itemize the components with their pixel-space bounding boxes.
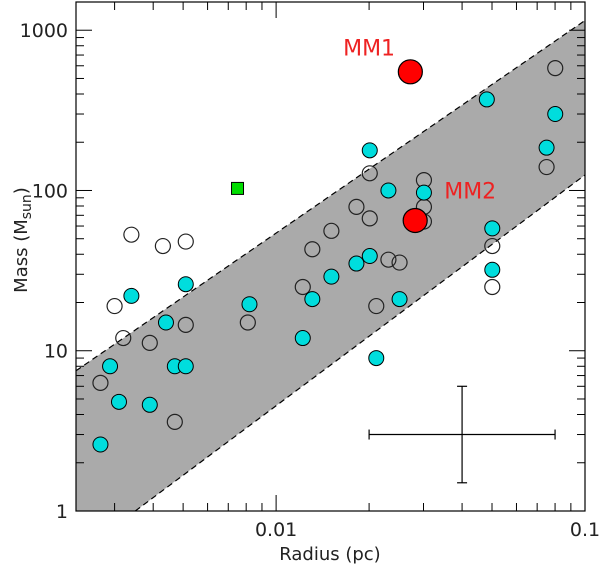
cyan-circle-point: [323, 268, 340, 285]
cyan-circle-point: [348, 255, 365, 272]
open-circle-point: [484, 278, 501, 296]
cyan-circle-point: [177, 276, 194, 293]
cyan-circle-point: [241, 296, 258, 313]
open-circle-point: [348, 198, 365, 215]
cyan-circle-point: [361, 248, 378, 265]
cyan-circle-point: [484, 220, 501, 237]
data-points: [92, 59, 564, 484]
cyan-circle-point: [478, 91, 495, 108]
cyan-circle-point: [391, 291, 408, 308]
open-circle-point: [154, 237, 171, 255]
x-tick-label: 0.01: [255, 519, 297, 541]
y-axis-title-main: Mass (M: [11, 219, 32, 293]
open-circle-point: [547, 60, 564, 77]
open-circle-point: [368, 297, 385, 315]
cyan-circle-point: [368, 350, 385, 367]
y-tick-label: 10: [44, 341, 68, 363]
x-axis-title: Radius (pc): [279, 544, 380, 565]
cyan-circle-point: [123, 287, 140, 304]
open-circle-point: [123, 226, 140, 243]
cyan-circle-point: [380, 182, 397, 199]
y-axis-title-close: ): [11, 187, 32, 194]
open-circle-point: [304, 241, 321, 258]
green-square-point: [231, 181, 245, 195]
band-lower-line: [134, 174, 585, 511]
red-circle-point: [402, 207, 428, 234]
cyan-circle-point: [304, 291, 321, 308]
red-circle-point: [397, 59, 423, 85]
mass-radius-band: [76, 19, 585, 511]
cyan-circle-point: [538, 139, 555, 156]
open-circle-point: [239, 314, 256, 331]
y-tick-label: 1000: [20, 20, 68, 42]
open-circle-point: [361, 210, 378, 227]
annotation-mm1: MM1: [343, 37, 395, 62]
y-tick-label: 100: [32, 180, 68, 202]
open-circle-point: [380, 251, 397, 268]
cyan-circle-point: [361, 142, 378, 159]
open-circle-point: [538, 158, 555, 176]
cyan-circle-point: [110, 393, 127, 410]
cyan-circle-point: [157, 314, 174, 331]
cyan-circle-point: [294, 330, 311, 347]
open-circle-point: [361, 165, 378, 182]
band-fill: [76, 20, 585, 511]
cyan-circle-point: [415, 184, 432, 201]
open-circle-point: [484, 237, 501, 255]
open-circle-point: [177, 233, 194, 250]
open-circle-point: [323, 222, 340, 239]
plot-frame: [75, 1, 586, 512]
annotation-labels: MM1 MM2: [343, 37, 496, 205]
open-circle-point: [391, 254, 408, 271]
y-tick-label: 1: [56, 501, 68, 523]
open-circle-point: [141, 334, 158, 351]
y-axis-title: Mass (Msun): [11, 187, 35, 293]
y-axis-title-sub: sun: [19, 194, 35, 219]
svg-text:Mass (Msun): Mass (Msun): [11, 187, 35, 293]
cyan-circle-point: [141, 396, 158, 413]
open-circle-point: [106, 297, 123, 315]
open-circle-point: [294, 278, 311, 296]
band-upper-line: [76, 19, 585, 372]
x-tick-label: 0.1: [570, 519, 600, 541]
cyan-circle-point: [547, 106, 564, 123]
open-circle-point: [115, 329, 132, 347]
open-circle-point: [92, 374, 109, 391]
annotation-mm2: MM2: [444, 179, 496, 204]
cyan-circle-point: [92, 436, 109, 453]
cyan-circle-point: [102, 358, 119, 375]
axis-ticks: 0.01 0.1 1 10 100 1000: [20, 2, 600, 541]
open-circle-point: [177, 316, 194, 333]
cyan-circle-point: [177, 358, 194, 375]
cyan-circle-point: [484, 261, 501, 278]
open-circle-point: [166, 413, 183, 430]
